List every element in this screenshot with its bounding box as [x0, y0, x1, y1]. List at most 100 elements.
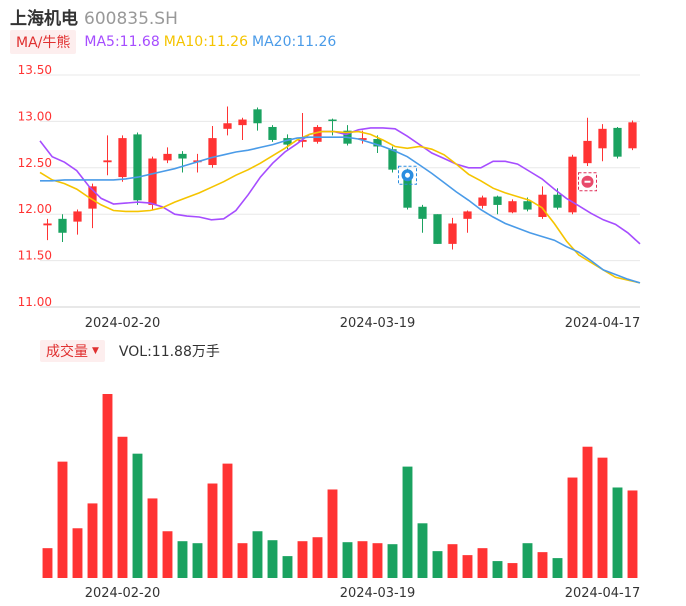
volume-bar[interactable]	[327, 489, 338, 578]
candle[interactable]	[163, 147, 172, 164]
volume-indicator-tab[interactable]: 成交量 ▼	[40, 340, 105, 362]
volume-bar[interactable]	[567, 477, 578, 578]
candle[interactable]	[538, 186, 547, 219]
ma10-label: MA10:11.26	[163, 34, 249, 50]
candle[interactable]	[418, 204, 427, 233]
candle[interactable]	[493, 195, 502, 215]
candle[interactable]	[463, 210, 472, 233]
volume-bar[interactable]	[222, 463, 233, 578]
volume-legend: 成交量 ▼ VOL:11.88万手	[40, 340, 220, 362]
candle[interactable]	[598, 124, 607, 162]
volume-bar[interactable]	[147, 498, 158, 578]
price-chart[interactable]: 13.50 13.00 12.50 12.00 11.50 11.00 2024-02-20…	[0, 0, 686, 330]
volume-bar[interactable]	[552, 558, 563, 578]
volume-bar[interactable]	[492, 561, 503, 578]
candle[interactable]	[253, 107, 262, 131]
volume-bar[interactable]	[252, 531, 263, 578]
candle[interactable]	[208, 126, 217, 168]
volume-bar[interactable]	[132, 453, 143, 578]
volume-bar[interactable]	[627, 490, 638, 578]
volume-bar[interactable]	[297, 541, 308, 578]
candle-body	[568, 156, 577, 213]
volume-bar[interactable]	[462, 555, 473, 578]
candle[interactable]	[148, 156, 157, 210]
candle[interactable]	[103, 135, 112, 176]
candle[interactable]	[568, 154, 577, 215]
candle-body	[493, 196, 502, 205]
candle-body	[403, 171, 412, 208]
volume-bar[interactable]	[177, 541, 188, 578]
volume-bar[interactable]	[522, 543, 533, 578]
volume-bar[interactable]	[72, 528, 83, 578]
price-y-tick-label: 11.50	[18, 249, 52, 263]
volume-axis: 2024-02-20 2024-03-19 2024-04-17	[85, 586, 641, 601]
candle-body	[208, 138, 217, 166]
candle[interactable]	[73, 209, 82, 235]
volume-bar[interactable]	[117, 436, 128, 578]
volume-bar[interactable]	[357, 541, 368, 578]
candle[interactable]	[328, 118, 337, 136]
volume-chart[interactable]: 2024-02-20 2024-03-19 2024-04-17	[0, 366, 686, 606]
volume-bar[interactable]	[597, 457, 608, 578]
candle[interactable]	[433, 214, 442, 244]
candle-body	[328, 119, 337, 122]
candle-body	[178, 153, 187, 159]
candle[interactable]	[133, 132, 142, 205]
candle-body	[463, 211, 472, 219]
candle[interactable]	[448, 217, 457, 250]
candle[interactable]	[118, 135, 127, 182]
candle[interactable]	[88, 183, 97, 229]
volume-bar[interactable]	[237, 543, 248, 578]
candle[interactable]	[298, 113, 307, 148]
candle[interactable]	[223, 106, 232, 136]
bull-badge-icon[interactable]	[578, 172, 597, 192]
candle[interactable]	[508, 199, 517, 214]
volume-bar[interactable]	[612, 487, 623, 578]
volume-bar[interactable]	[417, 523, 428, 578]
volume-bar[interactable]	[282, 556, 293, 578]
volume-bar[interactable]	[162, 531, 173, 578]
badge-frame	[578, 172, 597, 192]
volume-bar[interactable]	[477, 548, 488, 578]
volume-bar[interactable]	[402, 466, 413, 578]
volume-bar[interactable]	[432, 551, 443, 578]
candle[interactable]	[613, 126, 622, 159]
blue-badge-icon[interactable]	[398, 165, 417, 185]
volume-bar[interactable]	[582, 446, 593, 578]
candle[interactable]	[58, 214, 67, 243]
volume-bar[interactable]	[507, 563, 518, 578]
candle-body	[43, 223, 52, 226]
candle-body	[598, 128, 607, 149]
price-grid	[40, 74, 640, 308]
volume-bar[interactable]	[267, 540, 278, 578]
volume-bar[interactable]	[87, 503, 98, 578]
ma-indicator-tab[interactable]: MA/牛熊	[10, 30, 77, 54]
candle-body	[238, 119, 247, 126]
candle[interactable]	[178, 151, 187, 173]
badge-frame	[398, 165, 417, 185]
volume-bar[interactable]	[102, 394, 113, 578]
candle-body	[583, 140, 592, 164]
candle-body	[133, 134, 142, 201]
candle[interactable]	[43, 218, 52, 241]
candle[interactable]	[478, 195, 487, 209]
volume-bar[interactable]	[207, 483, 218, 578]
volume-bar[interactable]	[57, 461, 68, 578]
volume-bar[interactable]	[387, 544, 398, 578]
candle-body	[538, 194, 547, 217]
candle[interactable]	[628, 120, 637, 151]
volume-bar[interactable]	[312, 537, 323, 578]
volume-bar[interactable]	[192, 543, 203, 578]
volume-bar[interactable]	[42, 548, 53, 578]
candle-body	[253, 109, 262, 124]
candle[interactable]	[343, 125, 352, 146]
candle[interactable]	[238, 117, 247, 140]
candle[interactable]	[268, 125, 277, 142]
candle[interactable]	[313, 125, 322, 144]
volume-bar[interactable]	[447, 544, 458, 578]
volume-bar[interactable]	[537, 552, 548, 578]
volume-bar[interactable]	[342, 542, 353, 578]
candle-body	[628, 122, 637, 149]
candle[interactable]	[583, 117, 592, 166]
volume-bar[interactable]	[372, 543, 383, 578]
